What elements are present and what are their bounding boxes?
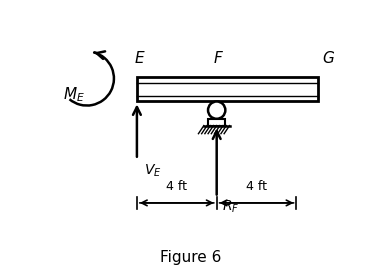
- Circle shape: [208, 102, 225, 119]
- Text: $R_F$: $R_F$: [222, 199, 240, 215]
- Bar: [208, 119, 225, 126]
- Text: G: G: [322, 51, 334, 66]
- Text: Figure 6: Figure 6: [160, 250, 222, 265]
- Text: $M_E$: $M_E$: [63, 85, 84, 104]
- Bar: [137, 77, 318, 102]
- Text: $V_E$: $V_E$: [144, 162, 161, 179]
- Text: 4 ft: 4 ft: [166, 181, 187, 193]
- Text: E: E: [135, 51, 144, 66]
- Text: 4 ft: 4 ft: [246, 181, 267, 193]
- Text: F: F: [214, 51, 222, 66]
